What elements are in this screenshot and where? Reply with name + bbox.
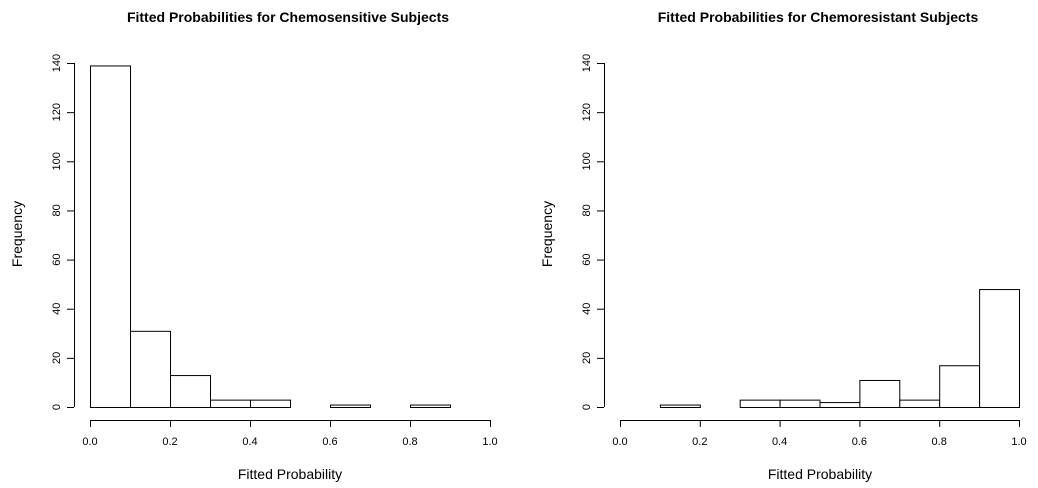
x-tick-label: 0.8: [402, 436, 417, 448]
histogram-bar: [979, 289, 1020, 408]
histogram-bar: [90, 65, 131, 408]
x-tick-label: 0.0: [82, 436, 97, 448]
x-axis-label: Fitted Probability: [768, 466, 872, 482]
histogram-bar: [779, 399, 821, 408]
x-tick-label: 0.2: [692, 436, 707, 448]
x-tick-label: 0.6: [852, 436, 867, 448]
y-tick-label: 40: [581, 303, 593, 315]
x-tick-label: 0.6: [322, 436, 337, 448]
x-axis: 0.0 0.2 0.4 0.6 0.8 1.0: [612, 420, 1027, 448]
x-axis: 0.0 0.2 0.4 0.6 0.8 1.0: [82, 420, 498, 448]
y-tick-label: 120: [51, 103, 63, 121]
chart-title: Fitted Probabilities for Chemosensitive …: [127, 9, 449, 25]
y-axis-label: Frequency: [539, 201, 555, 267]
histogram-bar: [739, 399, 781, 408]
x-tick-label: 0.4: [242, 436, 257, 448]
histogram-bar: [939, 365, 981, 409]
histogram-bar: [130, 330, 171, 409]
y-tick-label: 80: [581, 204, 593, 216]
histogram-bar: [210, 399, 251, 408]
y-tick-label: 20: [51, 352, 63, 364]
y-tick-label: 100: [51, 152, 63, 170]
chemoresistant-histogram-panel: Fitted Probabilities for Chemoresistant …: [539, 9, 1027, 482]
x-tick-label: 0.0: [612, 436, 627, 448]
y-tick-label: 0: [581, 404, 593, 410]
x-tick-label: 0.2: [162, 436, 177, 448]
y-tick-label: 120: [581, 103, 593, 121]
histogram-bar: [410, 404, 451, 408]
x-tick-label: 1.0: [482, 436, 497, 448]
y-axis: 0 20 40 60 80 100 120 140: [581, 54, 605, 410]
y-tick-label: 0: [51, 404, 63, 410]
histogram-bar: [819, 402, 861, 409]
y-axis: 0 20 40 60 80 100 120 140: [51, 54, 75, 410]
y-tick-label: 20: [581, 352, 593, 364]
y-tick-label: 40: [51, 303, 63, 315]
histogram-bar: [330, 404, 371, 408]
y-tick-label: 80: [51, 204, 63, 216]
x-axis-label: Fitted Probability: [238, 466, 342, 482]
y-tick-label: 60: [51, 253, 63, 265]
histogram-bar: [859, 379, 901, 409]
histogram-bar: [250, 399, 291, 408]
histogram-bar: [899, 399, 941, 408]
x-tick-label: 0.4: [772, 436, 787, 448]
histogram-bar: [659, 404, 701, 408]
y-axis-label: Frequency: [9, 201, 25, 267]
y-tick-label: 100: [581, 152, 593, 170]
x-tick-label: 0.8: [932, 436, 947, 448]
chemosensitive-histogram-panel: Fitted Probabilities for Chemosensitive …: [9, 9, 498, 482]
bars: [659, 289, 1020, 409]
y-tick-label: 140: [51, 54, 63, 72]
bars: [90, 65, 451, 409]
y-tick-label: 140: [581, 54, 593, 72]
histogram-bar: [170, 375, 211, 408]
chart-title: Fitted Probabilities for Chemoresistant …: [658, 9, 979, 25]
y-tick-label: 60: [581, 253, 593, 265]
x-tick-label: 1.0: [1011, 436, 1026, 448]
